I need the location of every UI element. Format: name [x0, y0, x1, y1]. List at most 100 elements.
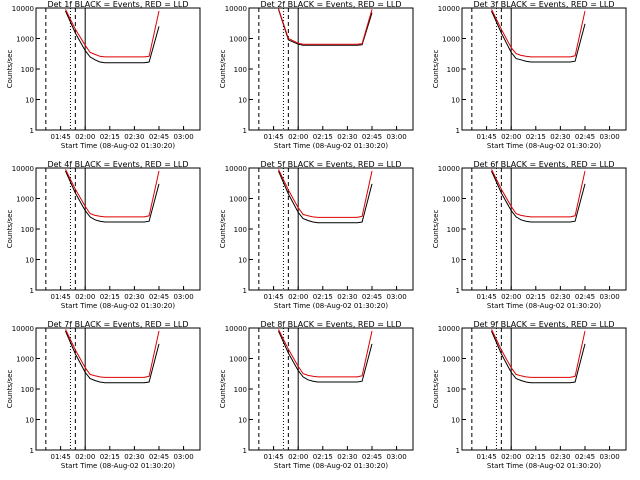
plot-frame [461, 167, 627, 291]
panel-title: Det 3f BLACK = Events, RED = LLD [473, 0, 614, 9]
plot-frame [461, 7, 627, 131]
panel-title: Det 5f BLACK = Events, RED = LLD [260, 160, 401, 169]
x-tick-label: 02:15 [313, 293, 333, 301]
y-tick-label: 100 [447, 386, 460, 394]
series-lld-line [491, 9, 586, 58]
y-tick-label: 10 [451, 257, 460, 265]
y-tick-label: 10000 [438, 165, 460, 173]
y-tick-label: 1 [243, 447, 247, 455]
x-tick-label: 02:30 [550, 293, 570, 301]
y-tick-label: 1000 [229, 196, 247, 204]
x-tick-label: 02:30 [124, 133, 144, 141]
y-tick-label: 1 [456, 447, 460, 455]
x-tick-label: 02:45 [149, 453, 169, 461]
x-tick-label: 02:00 [288, 133, 308, 141]
x-tick-label: 03:00 [599, 133, 619, 141]
x-axis-label: Start Time (08-Aug-02 01:30:20) [61, 462, 175, 470]
y-tick-label: 100 [21, 386, 34, 394]
x-tick-label: 03:00 [173, 293, 193, 301]
panel-title: Det 4f BLACK = Events, RED = LLD [47, 160, 188, 169]
y-tick-label: 10 [25, 97, 34, 105]
x-tick-label: 02:30 [550, 453, 570, 461]
x-tick-label: 02:15 [100, 133, 120, 141]
x-axis-label: Start Time (08-Aug-02 01:30:20) [274, 302, 388, 310]
x-tick-label: 02:30 [550, 133, 570, 141]
x-tick-label: 02:15 [313, 133, 333, 141]
y-tick-label: 1 [456, 287, 460, 295]
y-tick-label: 1 [30, 127, 34, 135]
series-events-line [65, 170, 160, 223]
panel-8: Det 8f BLACK = Events, RED = LLD 1 10 100 10… [219, 320, 414, 470]
series-lld-line [278, 169, 373, 218]
y-tick-label: 1 [30, 447, 34, 455]
x-tick-label: 02:30 [124, 453, 144, 461]
y-tick-label: 10000 [12, 165, 34, 173]
y-tick-label: 1 [30, 287, 34, 295]
x-tick-label: 03:00 [173, 133, 193, 141]
y-axis-label: Counts/sec [432, 370, 440, 409]
panel-title: Det 7f BLACK = Events, RED = LLD [47, 320, 188, 329]
panel-4: Det 4f BLACK = Events, RED = LLD 1 10 100 10… [6, 160, 201, 310]
y-tick-label: 1000 [442, 356, 460, 364]
y-axis-label: Counts/sec [6, 370, 14, 409]
y-tick-label: 100 [447, 226, 460, 234]
series-events-line [65, 10, 160, 64]
x-tick-label: 02:15 [526, 453, 546, 461]
y-axis-label: Counts/sec [219, 370, 227, 409]
y-tick-label: 100 [447, 66, 460, 74]
x-tick-label: 03:00 [599, 453, 619, 461]
series-lld-line [65, 9, 160, 58]
x-tick-label: 02:45 [575, 453, 595, 461]
series-lld-line [65, 169, 160, 218]
x-tick-label: 02:30 [337, 293, 357, 301]
panel-title: Det 1f BLACK = Events, RED = LLD [47, 0, 188, 9]
y-tick-label: 100 [21, 226, 34, 234]
y-tick-label: 100 [234, 226, 247, 234]
y-tick-label: 1000 [229, 356, 247, 364]
x-tick-label: 03:00 [386, 293, 406, 301]
series-events-line [491, 10, 586, 63]
y-tick-label: 10 [238, 97, 247, 105]
y-axis-label: Counts/sec [432, 210, 440, 249]
x-tick-label: 01:45 [264, 293, 284, 301]
y-tick-label: 10000 [438, 325, 460, 333]
x-axis-label: Start Time (08-Aug-02 01:30:20) [487, 462, 601, 470]
series-lld-line [278, 329, 373, 378]
x-tick-label: 02:45 [149, 133, 169, 141]
plot-frame [35, 327, 201, 451]
series-lld-line [65, 329, 160, 378]
x-axis-label: Start Time (08-Aug-02 01:30:20) [61, 142, 175, 150]
series-events-line [491, 330, 586, 384]
panel-title: Det 9f BLACK = Events, RED = LLD [473, 320, 614, 329]
panel-9: Det 9f BLACK = Events, RED = LLD 1 10 100 10… [432, 320, 627, 470]
x-tick-label: 02:00 [288, 293, 308, 301]
x-tick-label: 02:45 [362, 453, 382, 461]
series-lld-line [278, 8, 373, 45]
x-axis-label: Start Time (08-Aug-02 01:30:20) [487, 142, 601, 150]
x-tick-label: 02:45 [362, 293, 382, 301]
x-tick-label: 01:45 [477, 133, 497, 141]
y-tick-label: 10 [25, 417, 34, 425]
series-events-line [278, 330, 373, 383]
series-lld-line [491, 329, 586, 378]
x-tick-label: 02:15 [100, 453, 120, 461]
x-tick-label: 01:45 [51, 293, 71, 301]
y-axis-label: Counts/sec [6, 210, 14, 249]
series-events-line [491, 170, 586, 223]
plot-frame [248, 167, 414, 291]
series-events-line [65, 330, 160, 384]
y-axis-label: Counts/sec [219, 50, 227, 89]
y-tick-label: 1 [456, 127, 460, 135]
panel-title: Det 8f BLACK = Events, RED = LLD [260, 320, 401, 329]
plot-frame [461, 327, 627, 451]
plot-frame [248, 327, 414, 451]
x-tick-label: 02:45 [575, 133, 595, 141]
y-tick-label: 10000 [12, 5, 34, 13]
x-tick-label: 01:45 [51, 133, 71, 141]
x-tick-label: 02:00 [75, 133, 95, 141]
x-tick-label: 02:15 [526, 133, 546, 141]
plot-frame [248, 7, 414, 131]
panel-title: Det 2f BLACK = Events, RED = LLD [260, 0, 401, 9]
series-events-line [278, 170, 373, 224]
